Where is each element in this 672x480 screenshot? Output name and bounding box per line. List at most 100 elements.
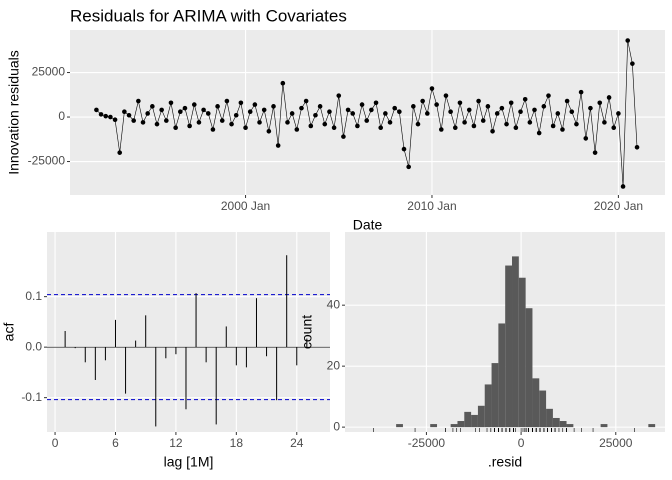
data-point: [550, 123, 556, 129]
x-tick-label: 2020 Jan: [594, 199, 643, 213]
data-point: [341, 134, 346, 139]
histogram-bar: [457, 421, 465, 428]
data-point: [504, 121, 509, 127]
y-tick-label: 0.0: [25, 339, 42, 353]
data-point: [345, 107, 351, 113]
data-point: [527, 120, 533, 125]
y-axis-title: acf: [1, 323, 17, 342]
x-tick-label: 2000 Jan: [221, 199, 270, 213]
histogram-bar: [484, 384, 492, 428]
data-point: [140, 120, 146, 125]
histogram-bar: [559, 421, 567, 428]
data-point: [233, 112, 239, 118]
data-point: [369, 107, 374, 113]
data-point: [602, 120, 607, 125]
data-point: [173, 125, 178, 131]
data-point: [108, 114, 113, 120]
data-point: [634, 144, 640, 150]
data-point: [322, 121, 328, 127]
data-point: [289, 111, 295, 116]
data-point: [485, 104, 491, 109]
histogram-bar: [532, 378, 540, 428]
x-tick-label: 0: [52, 436, 59, 450]
data-point: [112, 117, 118, 123]
data-point: [625, 38, 631, 43]
data-point: [457, 100, 463, 106]
data-point: [541, 104, 547, 109]
data-point: [588, 105, 593, 111]
data-point: [630, 61, 635, 66]
data-point: [611, 125, 617, 131]
data-point: [131, 118, 136, 123]
data-point: [103, 113, 109, 119]
chart-title: Residuals for ARIMA with Covariates: [70, 6, 347, 25]
data-point: [275, 143, 281, 148]
data-point: [443, 93, 449, 98]
histogram-bar: [396, 424, 403, 428]
x-axis-title: Date: [353, 217, 383, 233]
data-point: [508, 100, 514, 106]
histogram-bar: [512, 256, 519, 428]
data-point: [420, 98, 425, 104]
data-point: [243, 125, 248, 131]
histogram-bar: [648, 424, 656, 428]
data-point: [150, 104, 155, 109]
x-axis-title: lag [1M]: [164, 454, 214, 470]
data-point: [387, 120, 393, 125]
y-tick-label: 0: [58, 109, 65, 123]
data-point: [303, 98, 309, 104]
histogram-bar: [471, 414, 478, 428]
data-point: [327, 109, 332, 114]
histogram-bar: [566, 424, 574, 428]
data-point: [466, 107, 472, 113]
data-point: [378, 125, 384, 131]
data-point: [178, 109, 183, 114]
data-point: [336, 93, 342, 98]
histogram-bar: [518, 277, 526, 428]
data-point: [317, 104, 323, 109]
data-point: [401, 146, 407, 152]
data-point: [238, 100, 244, 106]
histogram-bar: [430, 424, 438, 428]
data-point: [383, 111, 388, 116]
data-point: [490, 128, 495, 134]
data-point: [434, 102, 439, 107]
histogram-bar: [552, 417, 560, 428]
data-point: [476, 98, 481, 104]
histogram-bar: [477, 405, 485, 428]
data-point: [117, 150, 123, 155]
x-tick-label: 2010 Jan: [407, 199, 456, 213]
data-point: [546, 93, 551, 98]
histogram-bar: [600, 424, 608, 428]
data-point: [98, 112, 104, 117]
data-point: [564, 98, 570, 104]
x-tick-label: 18: [230, 436, 244, 450]
data-point: [271, 104, 276, 109]
data-point: [219, 118, 225, 123]
data-point: [154, 121, 160, 127]
x-tick-label: 24: [290, 436, 304, 450]
data-point: [261, 107, 267, 113]
data-point: [164, 118, 169, 123]
data-point: [415, 121, 421, 127]
data-point: [145, 111, 150, 116]
y-axis-title: count: [299, 315, 315, 349]
data-point: [224, 98, 230, 104]
y-tick-label: 0: [333, 419, 340, 433]
data-point: [616, 111, 621, 116]
data-point: [196, 120, 202, 125]
data-point: [480, 118, 486, 123]
data-point: [406, 164, 411, 170]
data-point: [392, 105, 397, 111]
x-tick-label: -25000: [408, 436, 446, 450]
data-point: [373, 100, 379, 106]
y-tick-label: 40: [327, 297, 341, 311]
data-point: [191, 102, 197, 107]
data-point: [560, 127, 565, 132]
y-tick-label: 0.1: [25, 289, 42, 303]
data-point: [471, 123, 477, 129]
data-point: [308, 123, 314, 129]
data-point: [201, 107, 206, 113]
data-point: [536, 130, 542, 136]
